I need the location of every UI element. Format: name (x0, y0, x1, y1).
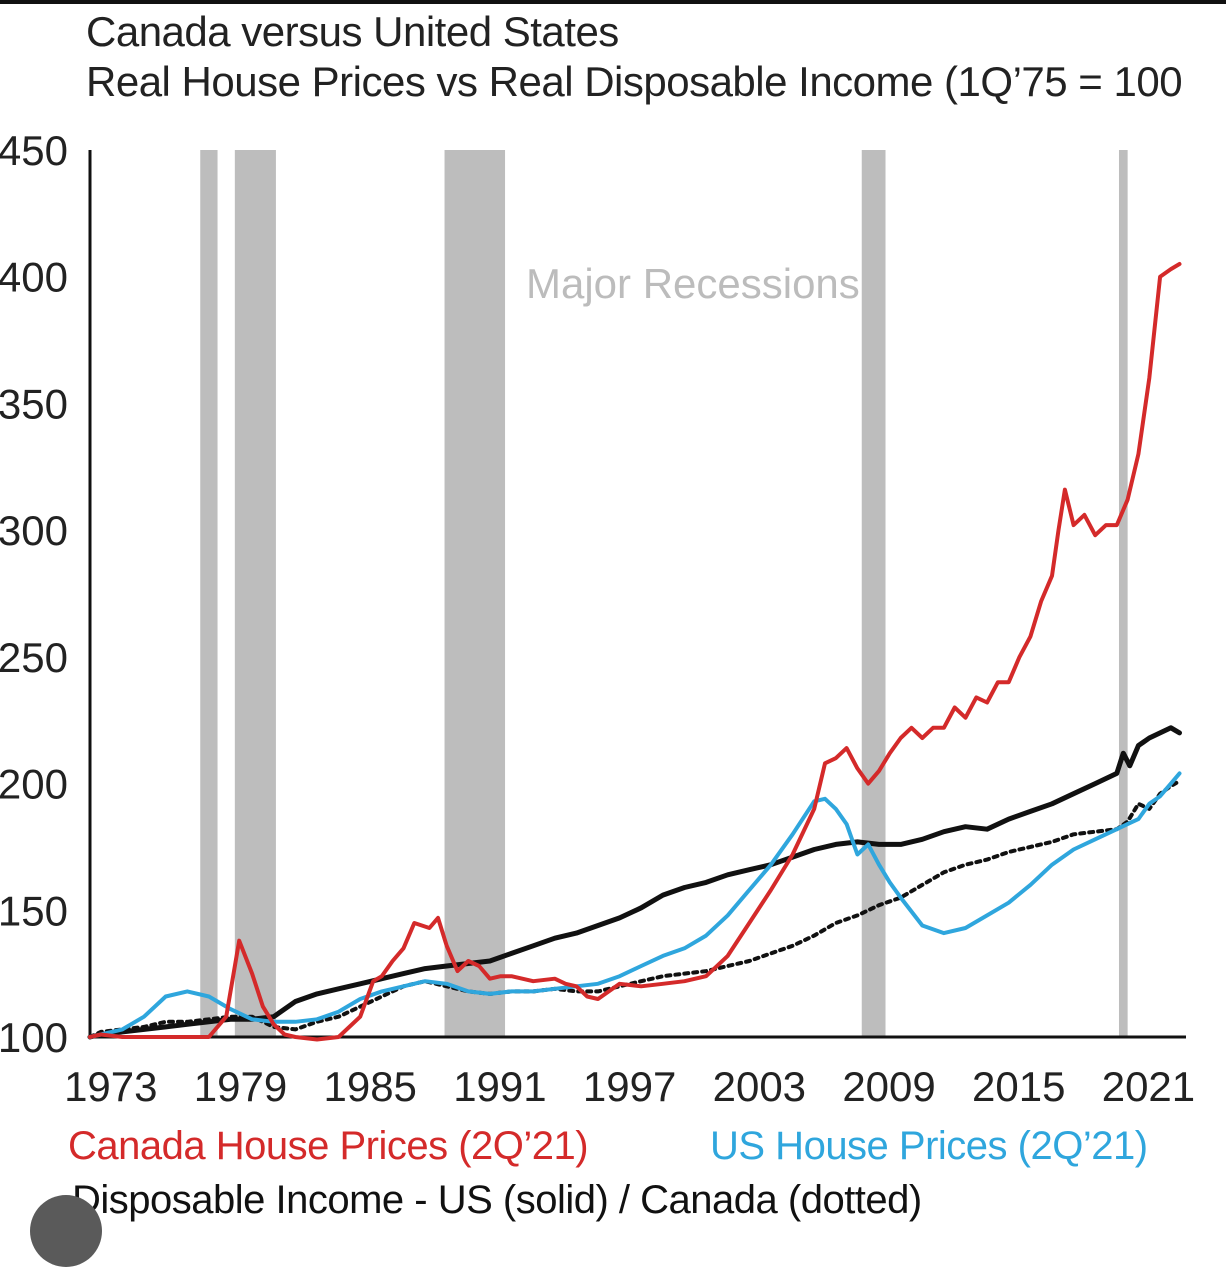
recession-band-1 (200, 150, 218, 1037)
legend-canada-house-prices: Canada House Prices (2Q’21) (68, 1124, 589, 1168)
y-axis-ticks: 100 150 200 250 300 350 400 450 (0, 127, 68, 1061)
y-tick-label: 300 (0, 507, 68, 554)
y-tick-label: 100 (0, 1014, 68, 1061)
recession-band-3 (444, 150, 506, 1037)
x-axis-ticks: 1973 1979 1985 1991 1997 2003 2009 2015 2021 (64, 1063, 1195, 1110)
avatar (30, 1195, 102, 1267)
y-tick-label: 450 (0, 127, 68, 174)
legend-disposable-income: Disposable Income - US (solid) / Canada … (72, 1178, 922, 1222)
x-tick-label: 1997 (583, 1063, 676, 1110)
recession-annotation: Major Recessions (526, 260, 860, 307)
x-tick-label: 2009 (842, 1063, 935, 1110)
top-border (0, 0, 1226, 4)
recession-band-4 (861, 150, 886, 1037)
x-tick-label: 1985 (323, 1063, 416, 1110)
x-tick-label: 2021 (1102, 1063, 1195, 1110)
x-tick-label: 1991 (453, 1063, 546, 1110)
y-tick-label: 400 (0, 254, 68, 301)
x-tick-label: 2003 (713, 1063, 806, 1110)
series-us-income (87, 725, 1182, 1040)
x-tick-label: 1973 (64, 1063, 157, 1110)
recession-band-2 (234, 150, 276, 1037)
y-tick-label: 200 (0, 761, 68, 808)
y-tick-label: 250 (0, 634, 68, 681)
y-tick-label: 350 (0, 380, 68, 427)
y-tick-label: 150 (0, 887, 68, 934)
series-canada-house-prices (88, 262, 1182, 1042)
recession-bands (200, 150, 1128, 1037)
x-tick-label: 2015 (972, 1063, 1065, 1110)
recession-band-5 (1118, 150, 1128, 1037)
chart-title: Canada versus United States (86, 8, 619, 55)
x-tick-label: 1979 (194, 1063, 287, 1110)
chart-subtitle: Real House Prices vs Real Disposable Inc… (86, 58, 1183, 105)
series-us-house-prices (88, 771, 1182, 1039)
series-lines (87, 262, 1182, 1042)
line-chart: Major Recessions 100 150 200 250 300 350 400 45… (0, 127, 1195, 1110)
legend-us-house-prices: US House Prices (2Q’21) (710, 1124, 1148, 1168)
